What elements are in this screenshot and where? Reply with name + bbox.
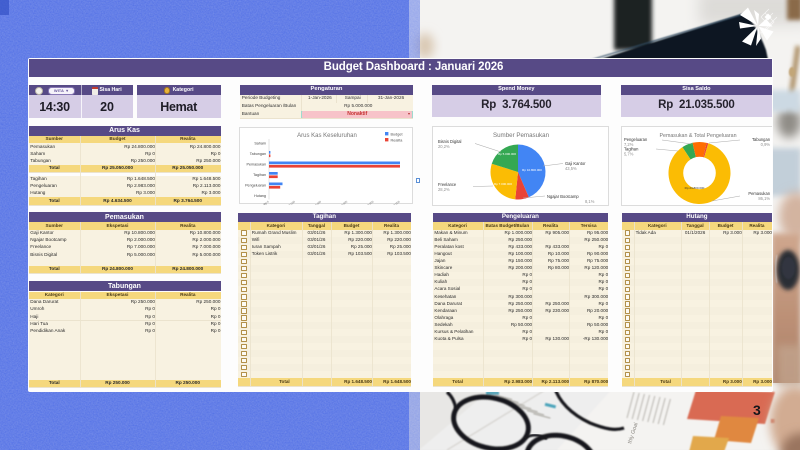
svg-text:0,9%: 0,9% xyxy=(760,142,770,147)
svg-text:Rp 5.000.000: Rp 5.000.000 xyxy=(498,152,516,156)
svg-text:Sumber Pemasukan: Sumber Pemasukan xyxy=(493,132,550,139)
svg-text:Pemasukan: Pemasukan xyxy=(246,162,265,166)
svg-text:Tagihan: Tagihan xyxy=(253,173,266,177)
svg-text:Rp 7.000.000: Rp 7.000.000 xyxy=(494,182,512,186)
svg-text:Rp 10.000.000: Rp 10.000.000 xyxy=(305,199,322,205)
svg-text:Freelance: Freelance xyxy=(438,182,457,187)
svg-text:Rp 24.800.000: Rp 24.800.000 xyxy=(684,186,704,190)
svg-text:20,2%: 20,2% xyxy=(438,144,450,149)
svg-text:Rp 15.000.000: Rp 15.000.000 xyxy=(331,199,348,205)
svg-text:Rp 25.000.000: Rp 25.000.000 xyxy=(383,199,400,205)
svg-text:Pengeluaran: Pengeluaran xyxy=(624,137,648,142)
svg-text:Saham: Saham xyxy=(254,141,266,145)
svg-text:Rp 5.000.000: Rp 5.000.000 xyxy=(280,199,296,205)
svg-text:Rp 0: Rp 0 xyxy=(262,199,269,205)
svg-text:Tagihan: Tagihan xyxy=(624,147,639,152)
svg-text:Rp 20.000.000: Rp 20.000.000 xyxy=(357,199,374,205)
svg-text:Hutang: Hutang xyxy=(254,194,266,198)
svg-text:28,2%: 28,2% xyxy=(438,187,450,192)
svg-text:Pemasukan: Pemasukan xyxy=(748,191,770,196)
svg-text:3: 3 xyxy=(753,402,761,418)
svg-text:7,2%: 7,2% xyxy=(624,142,634,147)
svg-text:Realita: Realita xyxy=(390,138,403,142)
svg-text:Tabungan: Tabungan xyxy=(250,152,266,156)
svg-text:Ngajar Bootcamp: Ngajar Bootcamp xyxy=(547,194,579,199)
svg-text:Pengeluaran: Pengeluaran xyxy=(245,183,266,187)
svg-text:Bisnis Digital: Bisnis Digital xyxy=(438,139,462,144)
svg-text:86,1%: 86,1% xyxy=(758,196,770,201)
svg-text:Budget: Budget xyxy=(390,132,403,136)
svg-text:Rp 10.800.000: Rp 10.800.000 xyxy=(522,168,542,172)
svg-text:Gaji Kantor: Gaji Kantor xyxy=(565,161,586,166)
svg-text:Pemasukan & Total Pengeluaran: Pemasukan & Total Pengeluaran xyxy=(659,133,736,139)
svg-text:Tabungan: Tabungan xyxy=(752,137,771,142)
svg-text:5,7%: 5,7% xyxy=(624,152,634,157)
svg-text:43,5%: 43,5% xyxy=(565,166,577,171)
svg-text:8,1%: 8,1% xyxy=(585,199,595,204)
svg-text:Arus Kas Keseluruhan: Arus Kas Keseluruhan xyxy=(297,133,357,139)
